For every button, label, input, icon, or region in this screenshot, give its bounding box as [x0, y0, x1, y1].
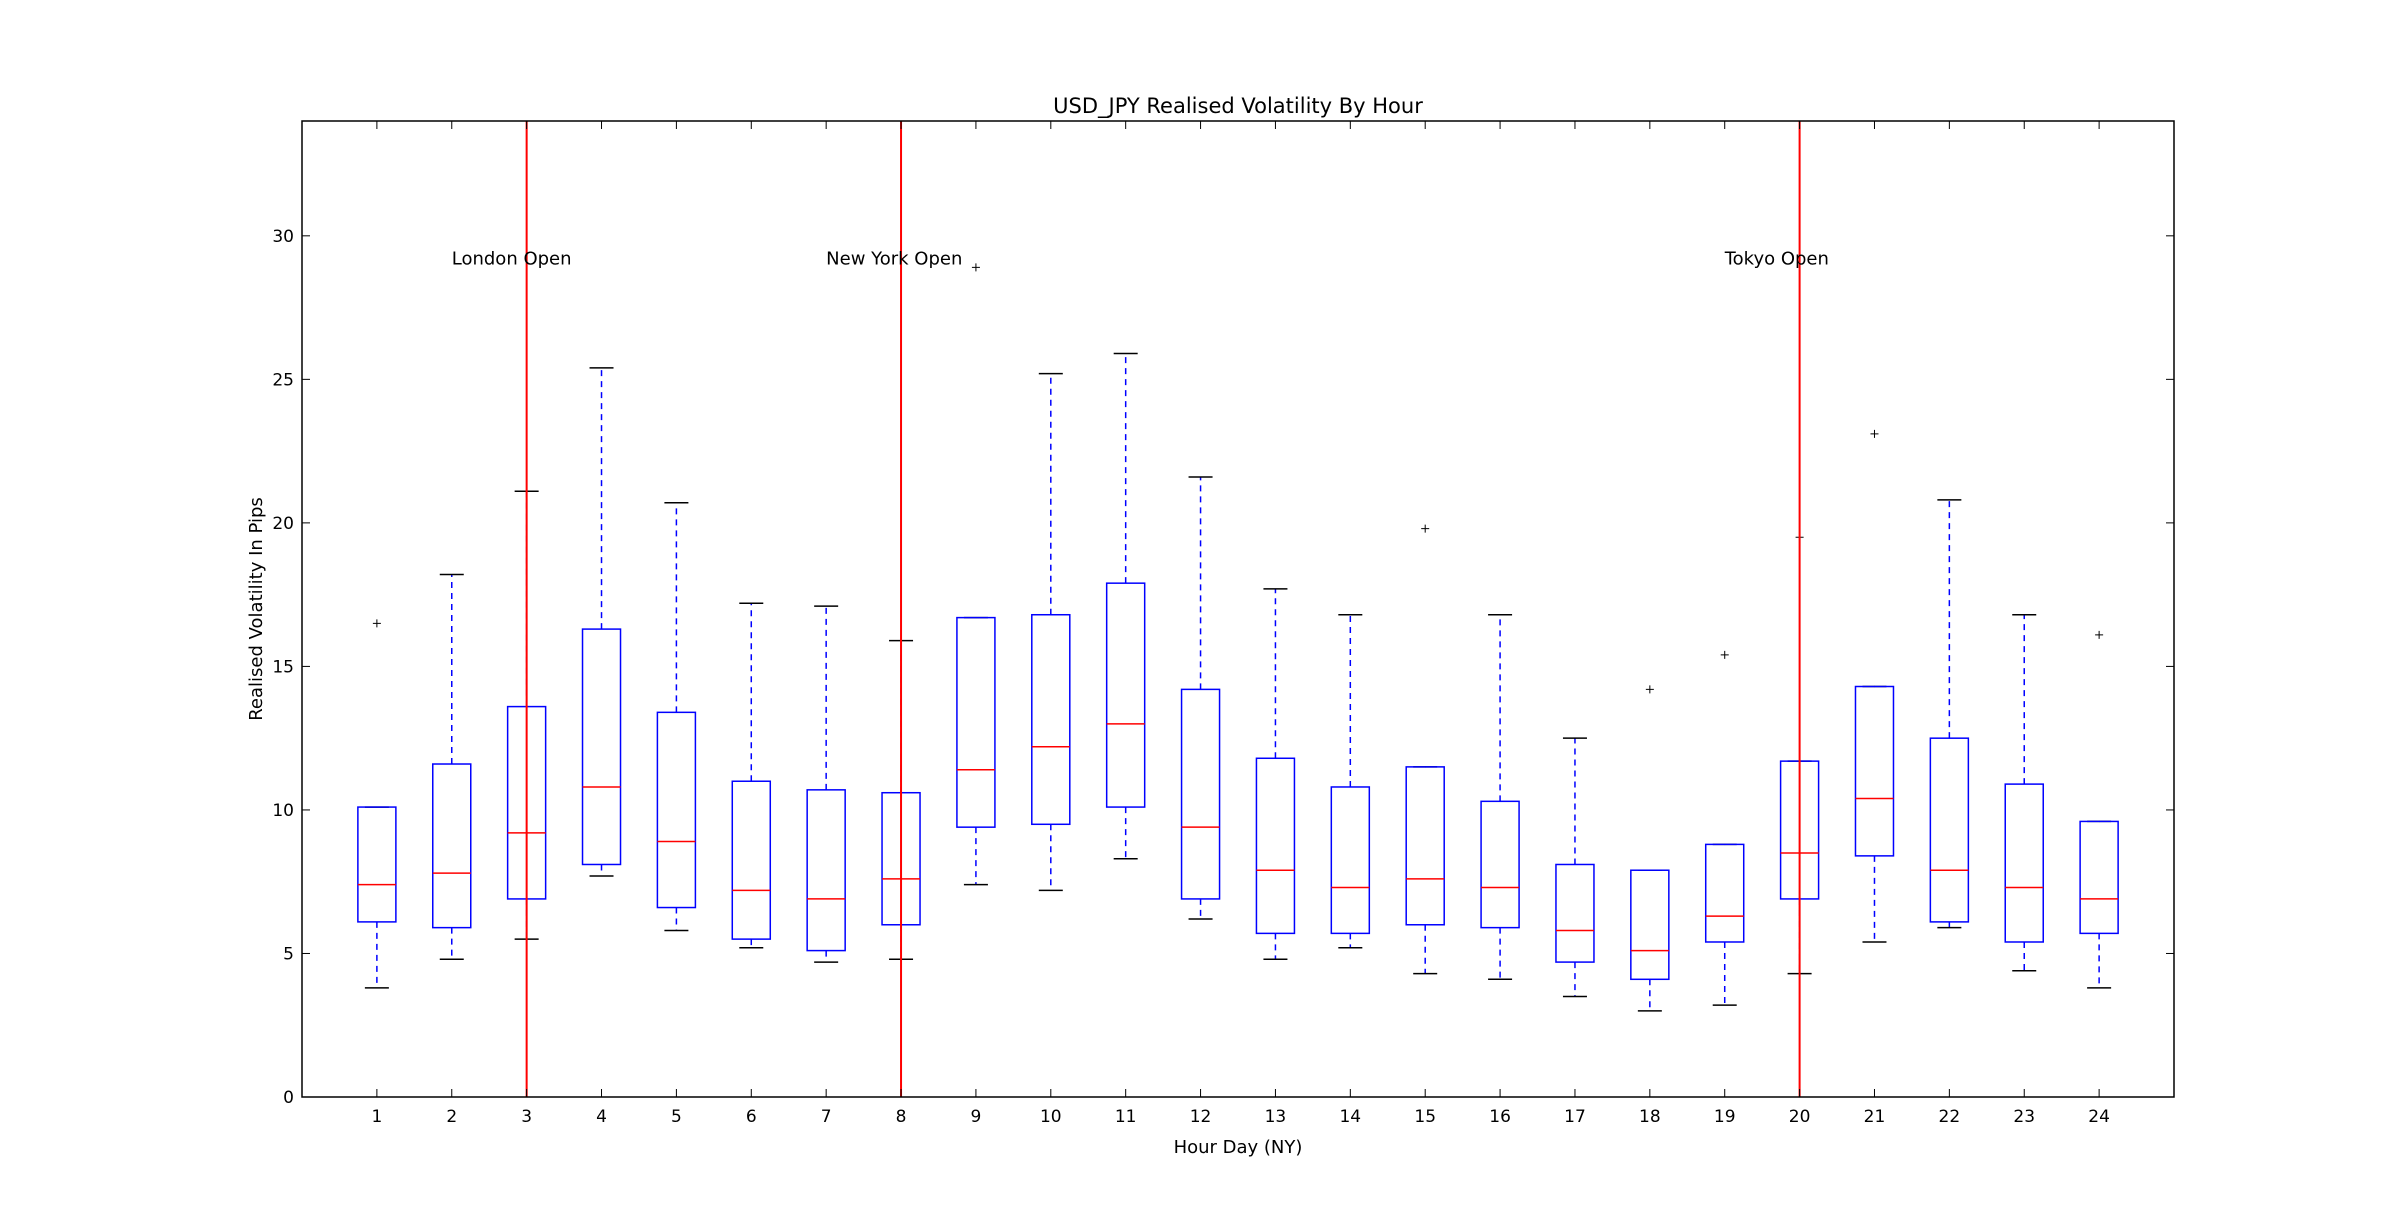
iqr-box	[1480, 800, 1520, 929]
iqr-box	[656, 711, 697, 909]
iqr-box	[1929, 737, 1970, 923]
session-annotation-1: New York Open	[826, 249, 962, 270]
x-tick-label: 20	[1789, 1107, 1811, 1127]
box-group-hour-5	[656, 502, 697, 932]
y-tick-label: 10	[272, 801, 294, 821]
box-group-hour-4	[581, 367, 622, 877]
x-tick-label: 23	[2013, 1107, 2035, 1127]
x-tick-label: 22	[1939, 1107, 1961, 1127]
x-tick-label: 12	[1190, 1107, 1212, 1127]
iqr-box	[2004, 783, 2044, 943]
axes: 1 2 3 4 5 6 7 8 9 10 11 12 13 14 15 16 17 18 19 20 21 22 23 240…	[272, 121, 2174, 1127]
box-group-hour-2	[432, 573, 472, 960]
x-tick-label: 9	[971, 1107, 982, 1127]
iqr-box	[357, 806, 397, 923]
plot-area: London Open New York Open Tokyo Open	[357, 121, 2119, 1097]
y-axis-label: Realised Volatility In Pips	[246, 497, 267, 721]
iqr-box	[2079, 820, 2119, 935]
iqr-box	[1105, 582, 1146, 808]
iqr-box	[1630, 869, 1670, 981]
y-tick-label: 25	[272, 370, 294, 390]
outlier-marker	[1421, 524, 1430, 533]
iqr-box	[1180, 688, 1221, 900]
outlier-marker	[1720, 650, 1729, 659]
iqr-box	[1330, 786, 1371, 935]
x-tick-label: 6	[746, 1107, 757, 1127]
box-group-hour-18	[1630, 685, 1670, 1012]
x-tick-label: 19	[1714, 1107, 1736, 1127]
iqr-box	[1405, 766, 1445, 926]
x-tick-label: 17	[1564, 1107, 1586, 1127]
session-annotation-2: Tokyo Open	[1724, 249, 1829, 270]
x-tick-label: 15	[1414, 1107, 1436, 1127]
iqr-box	[1704, 843, 1745, 943]
iqr-box	[806, 789, 846, 952]
y-tick-label: 0	[283, 1088, 294, 1108]
box-group-hour-13	[1255, 588, 1296, 960]
iqr-box	[1555, 863, 1595, 963]
box-group-hour-24	[2079, 630, 2119, 989]
x-tick-label: 18	[1639, 1107, 1661, 1127]
x-tick-label: 3	[521, 1107, 532, 1127]
box-group-hour-21	[1854, 429, 1895, 943]
chart-title: USD_JPY Realised Volatility By Hour	[1053, 94, 1423, 119]
y-tick-label: 30	[272, 227, 294, 247]
outlier-marker	[1870, 429, 1879, 438]
box-group-hour-14	[1330, 613, 1371, 949]
box-group-hour-12	[1180, 476, 1221, 920]
box-group-hour-7	[806, 605, 846, 963]
x-tick-label: 10	[1040, 1107, 1062, 1127]
x-tick-label: 13	[1265, 1107, 1287, 1127]
box-group-hour-1	[357, 619, 397, 989]
x-tick-label: 1	[371, 1107, 382, 1127]
box-group-hour-11	[1105, 352, 1146, 860]
iqr-box	[1031, 613, 1071, 826]
box-group-hour-10	[1031, 372, 1071, 892]
x-tick-label: 16	[1489, 1107, 1511, 1127]
axes-frame	[301, 120, 2175, 1098]
session-annotation-0: London Open	[452, 249, 572, 270]
box-group-hour-19	[1704, 650, 1745, 1006]
box-group-hour-17	[1555, 737, 1595, 998]
box-group-hour-15	[1405, 524, 1445, 975]
x-tick-label: 21	[1864, 1107, 1886, 1127]
iqr-box	[731, 780, 772, 940]
outlier-marker	[971, 263, 980, 272]
x-axis-label: Hour Day (NY)	[1174, 1137, 1303, 1158]
y-tick-label: 20	[272, 514, 294, 534]
iqr-box	[1255, 757, 1296, 935]
outlier-marker	[2095, 630, 2104, 639]
outlier-marker	[1645, 685, 1654, 694]
box-group-hour-9	[956, 263, 996, 886]
x-tick-label: 4	[596, 1107, 607, 1127]
iqr-box	[581, 628, 622, 866]
x-tick-label: 24	[2088, 1107, 2110, 1127]
x-tick-label: 8	[896, 1107, 907, 1127]
y-tick-label: 15	[272, 657, 294, 677]
x-tick-label: 5	[671, 1107, 682, 1127]
x-tick-label: 2	[446, 1107, 457, 1127]
x-tick-label: 11	[1115, 1107, 1137, 1127]
box-group-hour-6	[731, 602, 772, 949]
y-tick-label: 5	[283, 944, 294, 964]
iqr-box	[432, 763, 472, 929]
box-group-hour-16	[1480, 613, 1520, 981]
iqr-box	[956, 616, 996, 828]
x-tick-label: 7	[821, 1107, 832, 1127]
iqr-box	[1854, 685, 1895, 857]
outlier-marker	[372, 619, 381, 628]
box-group-hour-23	[2004, 613, 2044, 972]
box-group-hour-22	[1929, 499, 1970, 929]
x-tick-label: 14	[1339, 1107, 1361, 1127]
